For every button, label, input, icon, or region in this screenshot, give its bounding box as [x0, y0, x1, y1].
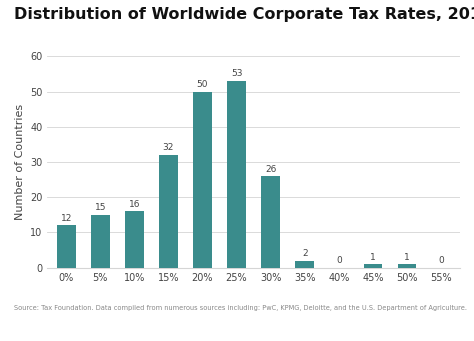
Bar	[398, 264, 416, 268]
Text: TAX FOUNDATION: TAX FOUNDATION	[7, 322, 111, 332]
Text: 1: 1	[370, 253, 376, 262]
Text: 2: 2	[302, 249, 308, 258]
Text: 26: 26	[265, 165, 276, 174]
Text: 32: 32	[163, 144, 174, 152]
Text: 1: 1	[404, 253, 410, 262]
Bar	[159, 155, 178, 268]
Text: 15: 15	[94, 203, 106, 212]
Text: @TaxFoundation: @TaxFoundation	[381, 322, 467, 332]
Bar	[57, 225, 75, 268]
Bar	[295, 261, 314, 268]
Text: 12: 12	[61, 214, 72, 223]
Text: 0: 0	[336, 256, 342, 265]
Bar	[125, 211, 144, 268]
Bar	[261, 176, 280, 268]
Text: 16: 16	[128, 200, 140, 209]
Bar	[193, 91, 212, 268]
Text: 50: 50	[197, 80, 208, 89]
Text: 53: 53	[231, 70, 242, 78]
Text: Source: Tax Foundation. Data compiled from numerous sources including: PwC, KPMG: Source: Tax Foundation. Data compiled fr…	[14, 305, 467, 311]
Bar	[364, 264, 382, 268]
Text: 0: 0	[438, 256, 444, 265]
Y-axis label: Number of Countries: Number of Countries	[15, 104, 25, 220]
Text: Distribution of Worldwide Corporate Tax Rates, 2018: Distribution of Worldwide Corporate Tax …	[14, 7, 474, 22]
Bar	[227, 81, 246, 268]
Bar	[91, 215, 109, 268]
